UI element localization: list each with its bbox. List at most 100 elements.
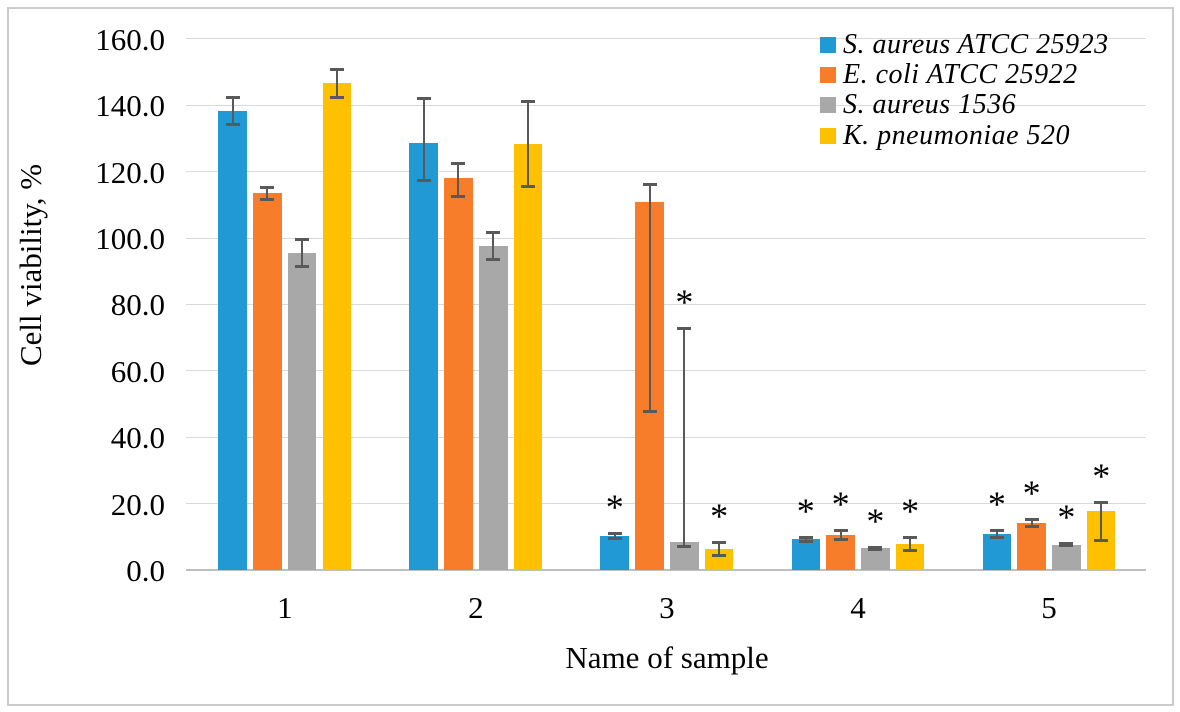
bar-e-coli-atcc-25922-sample-1 [253,193,282,570]
error-bar [336,68,339,98]
legend-swatch-icon [820,37,836,53]
error-bar [422,98,425,182]
error-bar-cap-top [1094,500,1109,504]
significance-star: * [831,484,850,525]
error-bar-cap-bottom [989,536,1004,540]
error-bar-cap-bottom [416,179,431,183]
bar-s-aureus-1536-sample-4 [861,548,890,570]
error-bar [492,231,495,261]
x-tick-label: 3 [659,590,675,625]
error-bar-cap-bottom [712,553,727,557]
gridline [186,171,1146,173]
significance-star: * [710,496,729,537]
significance-star: * [605,486,624,527]
bar-e-coli-atcc-25922-sample-5 [1017,522,1046,570]
error-bar [613,532,616,539]
legend-label: E. coli ATCC 25922 [843,59,1078,91]
error-bar-cap-bottom [677,544,692,548]
legend-label: K. pneumoniae 520 [843,119,1071,151]
error-bar-cap-top [451,161,466,165]
y-tick-label: 140.0 [95,88,165,124]
bar-s-aureus-atcc-25923-sample-4 [791,539,821,570]
error-bar [301,238,304,267]
error-bar-cap-bottom [903,549,918,553]
error-bar-cap-bottom [798,539,813,543]
error-bar [909,537,912,552]
error-bar [1100,501,1103,542]
bar-s-aureus-atcc-25923-sample-2 [409,143,438,570]
error-bar-cap-bottom [260,197,275,201]
y-tick-label: 120.0 [95,154,165,190]
error-bar-cap-bottom [642,409,657,413]
bar-s-aureus-atcc-25923-sample-5 [982,534,1012,570]
gridline [186,38,1146,40]
y-tick-label: 100.0 [95,221,165,256]
gridline [186,303,1146,305]
x-tick-label: 5 [1041,590,1057,625]
bar-s-aureus-1536-sample-2 [479,245,508,570]
y-axis-title: Cell viability, % [13,163,48,367]
error-bar [995,529,998,539]
x-tick-label: 4 [850,590,866,625]
x-axis-line [186,569,1146,571]
error-bar [804,537,807,542]
error-bar-cap-top [677,327,692,331]
error-bar-cap-top [607,531,622,535]
bar-e-coli-atcc-25922-sample-2 [444,178,473,570]
error-bar-cap-top [1059,542,1074,546]
bar-s-aureus-atcc-25923-sample-1 [218,110,247,570]
y-tick-label: 60.0 [110,353,165,389]
error-bar [266,186,269,200]
error-bar-cap-top [330,67,345,71]
gridline [186,436,1146,438]
error-bar-cap-top [903,536,918,540]
y-tick-label: 40.0 [110,420,165,456]
error-bar [839,530,842,541]
significance-star: * [1057,497,1076,538]
significance-star: * [901,491,920,532]
error-bar-cap-top [486,230,501,234]
error-bar-cap-top [1024,518,1039,522]
bar-s-aureus-1536-sample-5 [1052,544,1081,570]
gridline [186,370,1146,372]
error-bar-cap-top [712,541,727,545]
y-tick-label: 20.0 [110,486,165,522]
error-bar-cap-bottom [868,548,883,552]
error-bar-cap-top [260,185,275,189]
x-tick-label: 2 [468,590,484,625]
error-bar-cap-bottom [521,185,536,189]
significance-star: * [675,282,694,323]
error-bar-cap-bottom [451,194,466,198]
gridline [186,237,1146,239]
bar-k-pneumoniae-520-sample-1 [322,83,352,570]
bar-k-pneumoniae-520-sample-2 [513,144,543,570]
significance-star: * [987,483,1006,524]
error-bar-cap-top [642,182,657,186]
error-bar [1030,519,1033,527]
error-bar [683,328,686,547]
error-bar-cap-bottom [1024,524,1039,528]
gridline [186,104,1146,106]
error-bar [457,162,460,197]
error-bar-cap-top [295,237,310,241]
error-bar-cap-top [225,95,240,99]
error-bar [718,542,721,556]
significance-star: * [1092,455,1111,496]
error-bar-cap-bottom [607,536,622,540]
error-bar-cap-bottom [1094,539,1109,543]
error-bar-cap-bottom [330,95,345,99]
legend-label: S. aureus ATCC 25923 [843,29,1109,60]
error-bar-cap-top [416,97,431,101]
y-tick-label: 80.0 [110,287,165,323]
error-bar [648,183,651,412]
legend-swatch-icon [820,97,836,114]
gridline [186,503,1146,505]
x-axis-title: Name of sample [565,640,769,675]
y-tick-label: 0.0 [126,553,165,588]
error-bar-cap-top [833,529,848,533]
error-bar-cap-top [868,545,883,549]
error-bar-cap-top [989,528,1004,532]
legend-swatch-icon [820,67,836,84]
significance-star: * [866,500,885,541]
